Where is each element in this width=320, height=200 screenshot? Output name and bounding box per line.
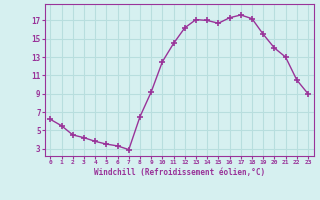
X-axis label: Windchill (Refroidissement éolien,°C): Windchill (Refroidissement éolien,°C): [94, 168, 265, 177]
